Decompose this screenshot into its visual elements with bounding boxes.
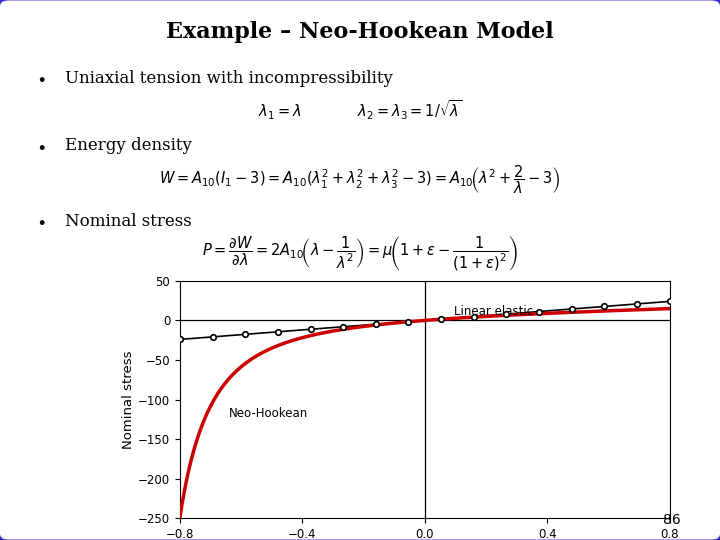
Text: Energy density: Energy density <box>65 137 192 154</box>
Text: Uniaxial tension with incompressibility: Uniaxial tension with incompressibility <box>65 70 392 87</box>
Text: Neo-Hookean: Neo-Hookean <box>229 407 308 420</box>
Text: $\lambda_1 = \lambda \qquad\qquad \lambda_2 = \lambda_3 = 1/\sqrt{\lambda}$: $\lambda_1 = \lambda \qquad\qquad \lambd… <box>258 99 462 123</box>
Text: $W = A_{10}(I_1 - 3) = A_{10}(\lambda_1^2 + \lambda_2^2 + \lambda_3^2 - 3) = A_{: $W = A_{10}(I_1 - 3) = A_{10}(\lambda_1^… <box>159 163 561 195</box>
Text: $P = \dfrac{\partial W}{\partial \lambda} = 2A_{10}\!\left(\lambda - \dfrac{1}{\: $P = \dfrac{\partial W}{\partial \lambda… <box>202 235 518 273</box>
Text: 86: 86 <box>662 512 680 526</box>
Text: $\bullet$: $\bullet$ <box>36 212 45 231</box>
Text: Linear elastic: Linear elastic <box>454 305 534 318</box>
Y-axis label: Nominal stress: Nominal stress <box>122 350 135 449</box>
Text: $\bullet$: $\bullet$ <box>36 69 45 87</box>
Text: Nominal stress: Nominal stress <box>65 213 192 230</box>
Text: Example – Neo-Hookean Model: Example – Neo-Hookean Model <box>166 22 554 43</box>
Text: $\bullet$: $\bullet$ <box>36 137 45 155</box>
